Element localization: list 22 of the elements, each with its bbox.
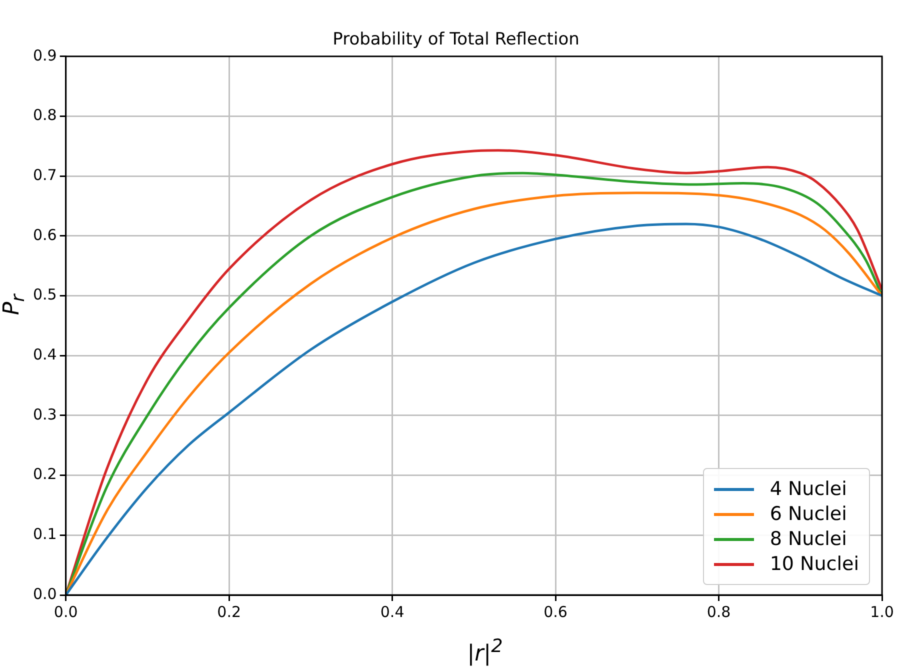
legend-label: 10 Nuclei [770, 553, 859, 575]
chart-title: Probability of Total Reflection [332, 30, 580, 50]
y-tick-label: 0.5 [32, 286, 57, 304]
y-tick-label: 0.1 [32, 525, 57, 544]
y-tick-label: 0.3 [32, 405, 57, 424]
y-tick-label: 0.0 [32, 584, 57, 603]
x-tick-label: 0.6 [544, 602, 568, 621]
legend-label: 8 Nuclei [770, 528, 847, 550]
y-tick-label: 0.7 [32, 166, 57, 184]
x-axis-title: |r|$^{2}$ [466, 636, 504, 666]
legend-label: 6 Nuclei [770, 503, 847, 525]
y-tick-label: 0.2 [32, 465, 57, 484]
legend-label: 4 Nuclei [770, 478, 847, 500]
x-tick-label: 0.8 [706, 602, 731, 621]
x-tick-label: 0.2 [217, 602, 242, 621]
x-tick-label: 0.4 [380, 602, 404, 621]
y-tick-label: 0.6 [32, 226, 57, 244]
x-tick-label: 1.0 [870, 602, 894, 621]
x-tick-label: 0.0 [54, 602, 78, 621]
y-tick-label: 0.4 [32, 346, 57, 364]
y-tick-label: 0.9 [32, 46, 57, 64]
y-tick-label: 0.8 [32, 106, 57, 124]
